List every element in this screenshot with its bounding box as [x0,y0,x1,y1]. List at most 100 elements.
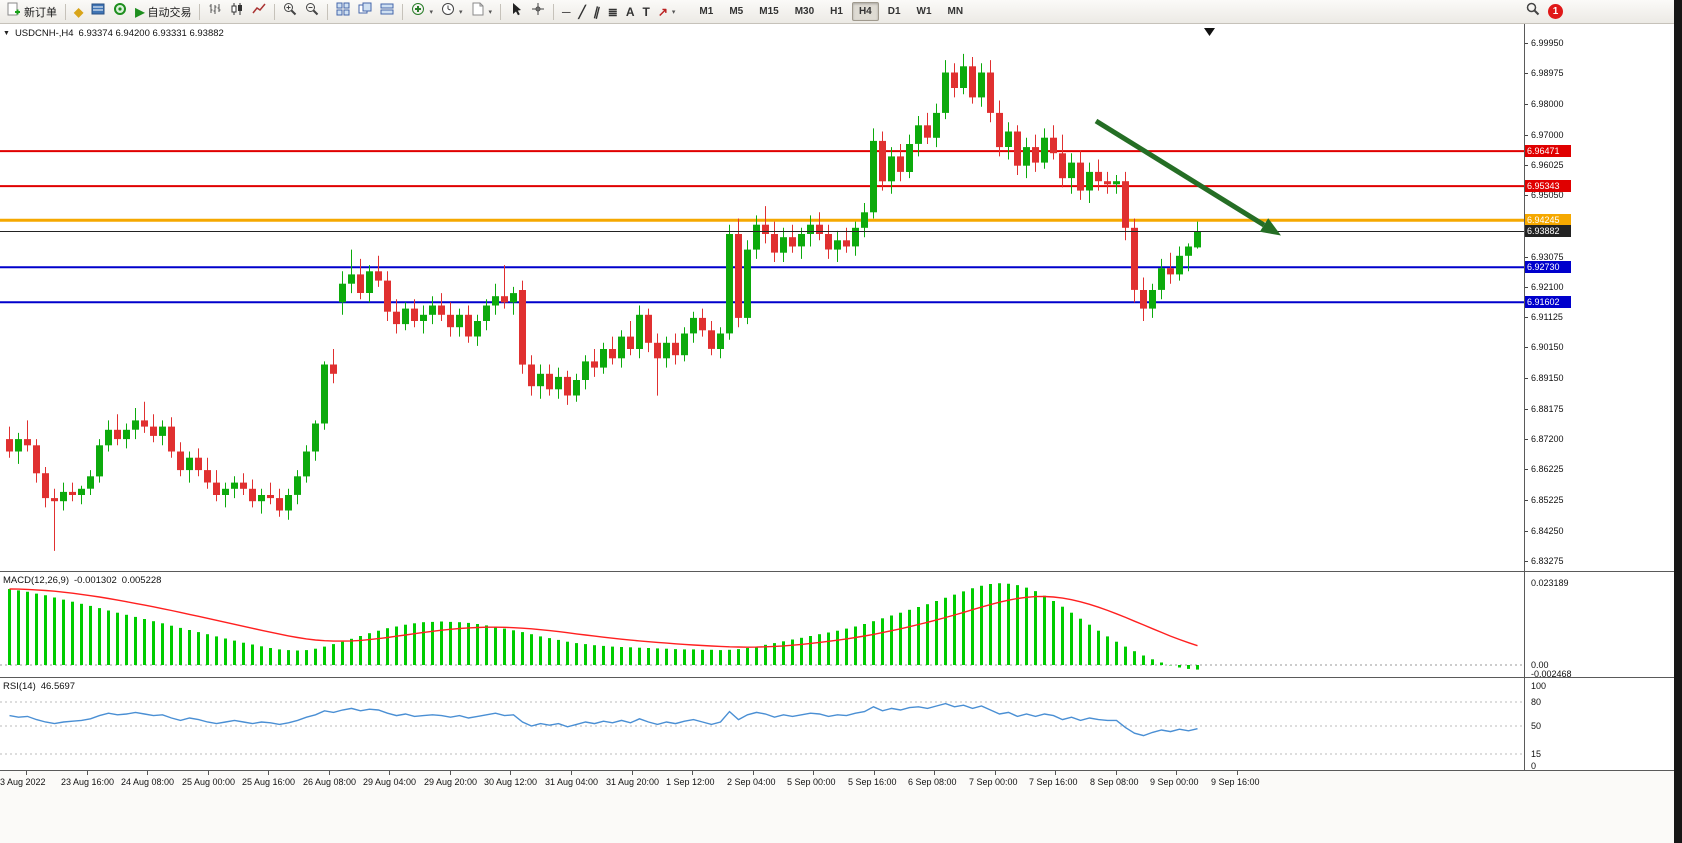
main-chart-plot[interactable] [0,24,1524,571]
rsi-panel-splitter[interactable] [0,677,1674,678]
rsi-panel-plot[interactable] [0,677,1524,770]
label-tool-button[interactable]: T [639,2,654,22]
toolbar-separator [199,3,201,20]
timeframe-button-w1[interactable]: W1 [916,6,932,17]
time-axis-label: 7 Sep 16:00 [1029,777,1078,787]
vertical-scrollbar[interactable] [1674,0,1682,843]
time-axis-label: 31 Aug 20:00 [606,777,660,787]
chart-menu-icon[interactable]: ▼ [3,30,10,37]
time-axis[interactable]: 3 Aug 2022 23 Aug 16:00 24 Aug 08:00 25 Aug… [0,770,1674,843]
time-axis-tickmark [1176,771,1177,775]
label-tool-icon: T [642,4,650,19]
arrows-tool-button[interactable]: ↗ ▾ [654,2,680,22]
price-level-label: 6.95343 [1524,180,1571,192]
templates-button[interactable]: ▾ [467,2,497,22]
time-axis-tickmark [26,771,27,775]
time-axis-tickmark [208,771,209,775]
price-axis-tick: 6.85225 [1531,495,1564,505]
time-axis-tickmark [874,771,875,775]
arrange-windows-button[interactable] [376,2,398,22]
crosshair-button[interactable] [527,2,549,22]
timeframe-button-m5[interactable]: M5 [729,6,744,17]
rsi-axis-tick: 50 [1531,721,1542,731]
toolbar-separator [274,3,276,20]
timeframe-button-h1[interactable]: H1 [830,6,843,17]
rsi-axis-tick: 80 [1531,697,1542,707]
rsi-axis-tick: 0 [1531,761,1537,771]
zoom-out-button[interactable] [301,2,323,22]
zoom-in-button[interactable] [279,2,301,22]
axis-tickmark [1524,409,1528,410]
macd-signal-line [9,588,1198,648]
line-chart-icon [252,2,267,21]
time-axis-tickmark [934,771,935,775]
rsi-axis-tick: 100 [1531,681,1547,691]
macd-panel-splitter[interactable] [0,571,1674,572]
indicators-icon [411,2,425,21]
chart-ohlc-values: 6.93374 6.94200 6.93331 6.93882 [78,28,224,39]
time-axis-tickmark [813,771,814,775]
bar-chart-icon [208,2,222,21]
price-axis-separator[interactable] [1524,24,1525,770]
price-axis[interactable]: 6.99950 6.98975 6.98000 6.97000 6.96025 6.950… [1524,24,1674,771]
time-axis-label: 7 Sep 00:00 [969,777,1018,787]
price-axis-tick: 6.83275 [1531,556,1564,566]
time-axis-tickmark [571,771,572,775]
price-axis-tick: 6.97000 [1531,130,1564,140]
periods-button[interactable]: ▾ [437,2,467,22]
line-chart-button[interactable] [248,2,270,22]
timeframe-button-m1[interactable]: M1 [699,6,714,17]
axis-tickmark [1524,439,1528,440]
chart-symbol-label: USDCNH-,H4 [14,28,74,39]
quotes-button[interactable]: ◆ [70,2,87,22]
price-axis-tick: 6.98000 [1531,99,1564,109]
search-button[interactable] [1522,2,1544,22]
tile-windows-button[interactable] [332,2,354,22]
timeframe-button-h4[interactable]: H4 [851,2,879,21]
trend-arrow-line[interactable] [1094,118,1266,228]
timeframe-button-mn[interactable]: MN [947,6,964,17]
indicators-button[interactable]: ▾ [407,2,437,22]
fibonacci-tool-button[interactable]: ≣ [604,2,622,22]
candle-chart-button[interactable] [226,2,248,22]
bar-chart-button[interactable] [204,2,226,22]
timeframe-button-m30[interactable]: M30 [794,6,815,17]
timeframe-button-m15[interactable]: M15 [759,6,779,17]
channel-tool-button[interactable]: ∥ [590,2,604,22]
chart-shift-marker[interactable] [1204,28,1215,36]
trendline-tool-button[interactable]: ╱ [575,2,590,22]
trend-arrow-head [1259,218,1281,236]
navigator-button[interactable] [109,2,131,22]
cascade-windows-button[interactable] [354,2,376,22]
macd-signal-value: 0.005228 [121,575,162,586]
cursor-button[interactable] [505,2,527,22]
arrange-windows-icon [380,2,394,21]
macd-panel-plot[interactable] [0,571,1524,677]
clock-icon [441,2,455,21]
time-axis-label: 9 Sep 00:00 [1150,777,1199,787]
price-axis-tick: 6.84250 [1531,526,1564,536]
axis-tickmark [1524,135,1528,136]
chevron-down-icon: ▾ [671,8,676,16]
new-order-button[interactable]: 新订单 [3,2,61,22]
axis-tickmark [1524,317,1528,318]
time-axis-tickmark [692,771,693,775]
rsi-label: RSI(14) 46.5697 [3,681,75,692]
price-axis-tick: 6.96025 [1531,160,1564,170]
horizontal-line-tool-button[interactable]: ─ [558,2,575,22]
time-axis-label: 1 Sep 12:00 [666,777,715,787]
notification-badge[interactable]: 1 [1548,4,1563,19]
zoom-in-icon [283,2,297,21]
time-axis-label: 23 Aug 16:00 [61,777,115,787]
price-axis-tick: 6.86225 [1531,464,1564,474]
data-window-button[interactable] [87,2,109,22]
tile-windows-icon [336,2,350,21]
time-axis-label: 30 Aug 12:00 [484,777,538,787]
timeframe-button-d1[interactable]: D1 [887,6,901,17]
auto-trading-button[interactable]: ▶ 自动交易 [131,2,195,22]
time-axis-label: 31 Aug 04:00 [545,777,599,787]
axis-tickmark [1524,347,1528,348]
text-tool-button[interactable]: A [622,2,639,22]
data-window-icon [91,2,105,21]
macd-label: MACD(12,26,9) -0.001302 0.005228 [3,575,161,586]
